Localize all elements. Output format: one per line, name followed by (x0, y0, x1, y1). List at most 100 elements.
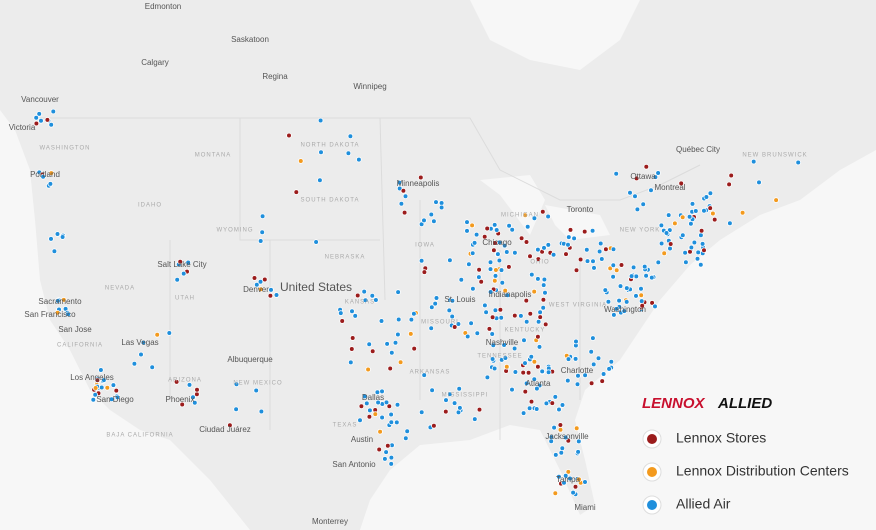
location-dot (476, 274, 482, 280)
legend-rows: Lennox Stores Lennox Distribution Centers… (642, 429, 849, 515)
region-label: NEW BRUNSWICK (742, 153, 807, 159)
location-dot (707, 205, 713, 211)
location-dot (655, 259, 662, 266)
location-dot (481, 233, 488, 240)
location-dot (561, 479, 567, 486)
legend-label: Lennox Distribution Centers (676, 463, 849, 479)
location-dot (630, 264, 637, 271)
location-dot (711, 216, 718, 223)
location-dot (358, 403, 365, 410)
location-dot (648, 274, 655, 281)
location-dot (491, 277, 498, 284)
location-dot (574, 381, 581, 388)
location-dot (638, 292, 644, 299)
location-dot (543, 400, 550, 407)
location-dot (545, 213, 551, 220)
region-label: WYOMING (217, 228, 254, 234)
location-dot (520, 410, 527, 416)
region-label: NEVADA (105, 286, 135, 292)
location-dot (363, 400, 370, 407)
location-dot (503, 249, 510, 255)
location-dot (572, 483, 579, 490)
region-label: NEBRASKA (325, 255, 366, 261)
location-dot (471, 240, 478, 246)
location-dot (633, 175, 640, 182)
location-dot (429, 387, 435, 394)
city-label: Los Angeles (70, 373, 114, 382)
location-dot (535, 363, 541, 370)
location-dot (417, 174, 424, 181)
location-dot (369, 348, 376, 355)
location-dot (489, 314, 496, 321)
hudson-bay (470, 0, 640, 70)
location-dot (492, 307, 499, 314)
location-dot (484, 374, 491, 381)
location-dot (428, 304, 435, 311)
city-label: Charlotte (561, 366, 594, 375)
location-dot (682, 249, 688, 256)
location-dot (395, 331, 401, 338)
location-dot (227, 422, 233, 429)
place-labels: Edmonton Saskatoon Calgary Regina Winnipeg Va… (9, 2, 807, 526)
location-dot (166, 330, 173, 336)
city-label: Miami (574, 503, 596, 512)
location-dot (259, 213, 266, 220)
location-dot (691, 239, 698, 246)
location-dot (683, 259, 689, 266)
region-label: KENTUCKY (505, 328, 546, 334)
location-dot (661, 250, 667, 257)
location-dot (541, 276, 548, 283)
legend-label: Lennox Stores (676, 430, 766, 446)
city-label: Phoenix (166, 395, 195, 404)
location-dot (679, 232, 686, 239)
location-dot (502, 287, 509, 294)
location-dot (728, 172, 734, 179)
location-dot (261, 276, 268, 283)
legend-label: Allied Air (676, 496, 731, 512)
location-dot (498, 314, 505, 321)
location-dot (577, 256, 584, 263)
location-dot (374, 389, 381, 396)
location-dot (253, 281, 260, 288)
location-dot (618, 262, 625, 268)
location-dot (567, 227, 574, 233)
location-dot (286, 132, 292, 139)
location-dot (540, 304, 546, 311)
location-dot (643, 164, 650, 170)
location-dot (501, 342, 507, 348)
location-dot (562, 434, 569, 441)
location-dot (357, 417, 363, 424)
location-dot (613, 267, 620, 274)
location-dot (523, 239, 530, 245)
location-dot (113, 387, 120, 394)
location-dot (512, 250, 518, 256)
city-label: Albuquerque (227, 355, 273, 364)
location-dot (628, 273, 635, 279)
location-dot (114, 394, 121, 401)
location-dot (694, 255, 701, 262)
location-dot (639, 302, 645, 309)
location-dot (476, 406, 483, 413)
location-dot (51, 248, 58, 255)
location-dot (60, 297, 67, 303)
location-dot (492, 273, 499, 279)
location-dot (186, 382, 193, 388)
location-dot (773, 197, 779, 203)
location-dot (449, 313, 456, 320)
location-dot (251, 275, 258, 281)
location-dot (438, 204, 445, 211)
location-dot (596, 248, 603, 255)
location-dot (418, 257, 425, 264)
location-dot (521, 337, 527, 344)
location-dot (367, 407, 373, 414)
location-dot (428, 325, 435, 332)
legend-marker (647, 467, 657, 477)
location-dot (591, 265, 597, 271)
location-dot (509, 226, 516, 233)
location-dot (750, 158, 757, 165)
location-dot (449, 297, 456, 304)
region-label: KANSAS (345, 300, 375, 306)
location-dot (349, 308, 355, 315)
location-dot (739, 209, 746, 216)
location-dot (451, 400, 458, 406)
